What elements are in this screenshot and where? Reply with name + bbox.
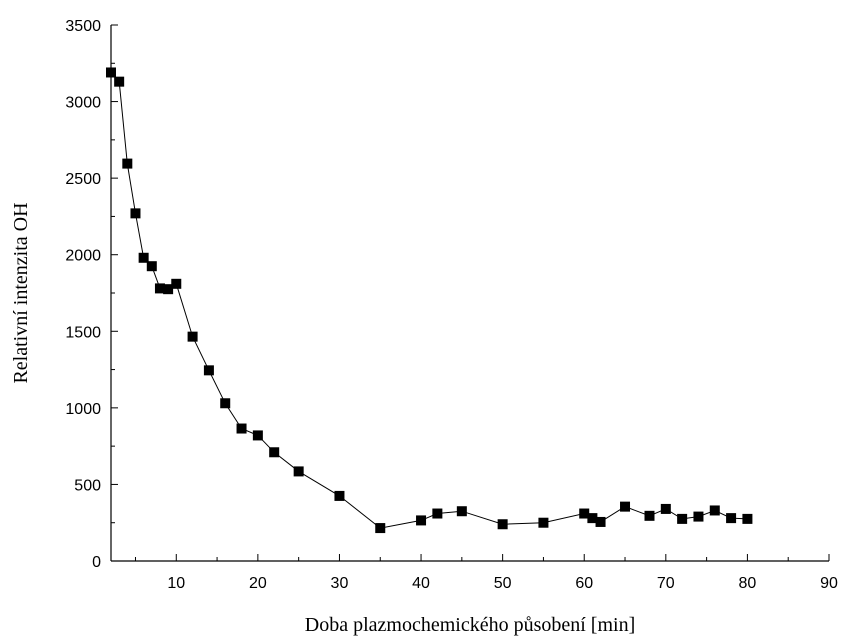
data-point	[269, 447, 280, 458]
y-tick-label: 0	[92, 554, 101, 571]
data-point	[203, 365, 214, 376]
data-point	[163, 284, 174, 295]
data-point	[595, 516, 606, 527]
data-point	[660, 503, 671, 514]
data-point	[154, 283, 165, 294]
data-point	[726, 513, 737, 524]
data-point	[146, 261, 157, 272]
data-point	[293, 466, 304, 477]
y-tick-label: 1500	[65, 324, 101, 341]
x-tick-label: 70	[657, 575, 675, 592]
data-point	[171, 278, 182, 289]
x-tick-label: 30	[331, 575, 349, 592]
y-axis-label: Relativní intenzita OH	[10, 202, 32, 383]
data-point	[497, 519, 508, 530]
data-point	[620, 501, 631, 512]
x-axis-ticks: 10 20 30 40 50 60 70 80 90	[134, 554, 838, 592]
data-point	[334, 490, 345, 501]
axes	[110, 25, 829, 562]
data-point	[693, 511, 704, 522]
y-tick-label: 500	[74, 477, 101, 494]
y-tick-label: 3500	[65, 18, 101, 35]
data-point	[252, 430, 263, 441]
y-tick-label: 2500	[65, 171, 101, 188]
data-point	[220, 398, 231, 409]
data-point	[742, 513, 753, 524]
data-point	[106, 67, 116, 78]
x-tick-label: 60	[575, 575, 593, 592]
x-tick-label: 40	[412, 575, 430, 592]
data-series	[106, 67, 753, 534]
data-point	[587, 513, 598, 524]
data-point	[236, 423, 247, 434]
data-point	[187, 331, 198, 342]
x-tick-label: 90	[820, 575, 838, 592]
data-point	[709, 505, 720, 516]
y-tick-label: 3000	[65, 95, 101, 112]
data-point	[114, 76, 125, 87]
data-point	[122, 158, 133, 169]
data-point	[130, 208, 141, 219]
data-point	[456, 506, 467, 517]
data-point	[432, 508, 443, 519]
x-axis-label: Doba plazmochemického působení [min]	[305, 614, 635, 636]
y-tick-label: 2000	[65, 248, 101, 265]
data-point	[644, 510, 655, 521]
data-point	[375, 523, 386, 534]
y-tick-label: 1000	[65, 401, 101, 418]
data-point	[538, 517, 549, 528]
data-point	[138, 252, 149, 263]
data-point	[416, 515, 427, 526]
x-tick-label: 10	[167, 575, 185, 592]
data-point	[677, 513, 688, 524]
y-axis-ticks: 0 500 1000 1500 2000 2500 3000 3500	[65, 18, 118, 571]
data-point	[579, 508, 590, 519]
series-line	[110, 72, 748, 529]
x-tick-label: 50	[494, 575, 512, 592]
x-tick-label: 20	[249, 575, 267, 592]
x-tick-label: 80	[739, 575, 757, 592]
